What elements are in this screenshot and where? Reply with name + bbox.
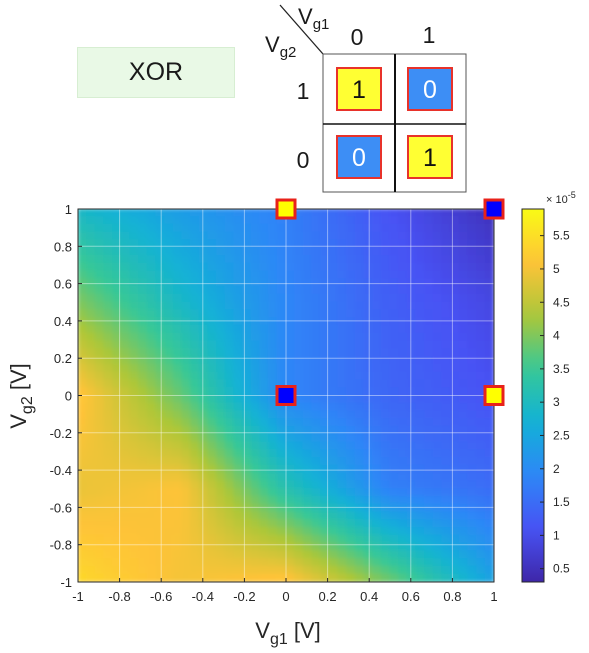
table-corner-diagonal [279,4,324,55]
x-tick-label: 0 [282,589,289,604]
colorbar-tick-label: 2.5 [553,428,570,442]
truth-table: Vg1 Vg2 0 1 1 0 1 0 0 1 [265,4,467,193]
y-tick-label: -0.8 [50,538,72,553]
x-tick-label: 1 [490,589,497,604]
marker-high [483,385,505,406]
input-markers [275,198,505,406]
colorbar-tick-label: 0.5 [553,562,570,576]
y-tick-label: -0.4 [50,463,72,478]
x-tick-label: -0.8 [108,589,130,604]
col-header-1: 1 [423,22,436,48]
truth-cell-value: 0 [423,76,437,104]
row-var-label: Vg2 [265,32,296,61]
x-tick-label: 0.8 [443,589,461,604]
y-tick-label: 0.2 [54,351,72,366]
y-tick-label: -0.2 [50,426,72,441]
x-ticks: -1 -0.8 -0.6 -0.4 -0.2 0 0.2 0.4 0.6 0.8 1 [72,578,498,604]
colorbar-tick-label: 3.5 [553,362,570,376]
x-tick-label: -0.2 [233,589,255,604]
colorbar-tick-label: 3 [553,395,560,409]
truth-cell-1-0 [336,135,382,179]
y-tick-label: -1 [60,575,72,590]
y-tick-label: 0.4 [54,314,72,329]
truth-cell-value: 1 [423,144,437,172]
colorbar-tick-label: 1 [553,528,560,542]
x-tick-label: 0.4 [360,589,378,604]
colorbar-ticks: 5.5 5 4.5 4 3.5 3 2.5 2 1.5 1 0.5 [540,229,570,576]
marker-low [483,198,505,220]
truth-cell-1-1 [407,135,453,179]
colorbar-exponent: × 10-5 [546,190,576,206]
col-var-label: Vg1 [298,4,329,33]
x-tick-label: 0.6 [402,589,420,604]
x-tick-label: 0.2 [319,589,337,604]
y-ticks: 1 0.8 0.6 0.4 0.2 0 -0.2 -0.4 -0.6 -0.8 -1 [50,202,82,590]
x-axis-label: Vg1 [V] [255,618,321,648]
colorbar-tick-label: 5 [553,262,560,276]
truth-cell-value: 1 [352,76,366,104]
marker-high [275,198,297,220]
x-tick-label: -0.4 [192,589,214,604]
colorbar-tick-label: 4 [553,329,560,343]
colorbar-tick-label: 1.5 [553,495,570,509]
y-tick-label: -0.6 [50,500,72,515]
truth-cell-0-1 [407,67,453,111]
y-tick-label: 0.8 [54,239,72,254]
colorbar-tick-label: 4.5 [553,295,570,309]
colorbar [521,208,545,583]
y-tick-label: 0.6 [54,277,72,292]
marker-low [275,385,297,406]
y-tick-label: 0 [65,389,72,404]
heatmap-field [78,209,494,582]
gate-label: XOR [77,47,235,98]
col-header-0: 0 [351,24,364,50]
y-axis-label: Vg2 [V] [6,363,36,429]
row-header-1: 0 [297,147,310,173]
y-tick-label: 1 [65,202,72,217]
x-tick-label: -1 [72,589,84,604]
truth-cell-value: 0 [352,144,366,172]
x-tick-label: -0.6 [150,589,172,604]
colorbar-tick-label: 5.5 [553,229,570,243]
row-header-0: 1 [297,78,310,104]
truth-cell-0-0 [336,67,382,111]
colorbar-tick-label: 2 [553,462,560,476]
